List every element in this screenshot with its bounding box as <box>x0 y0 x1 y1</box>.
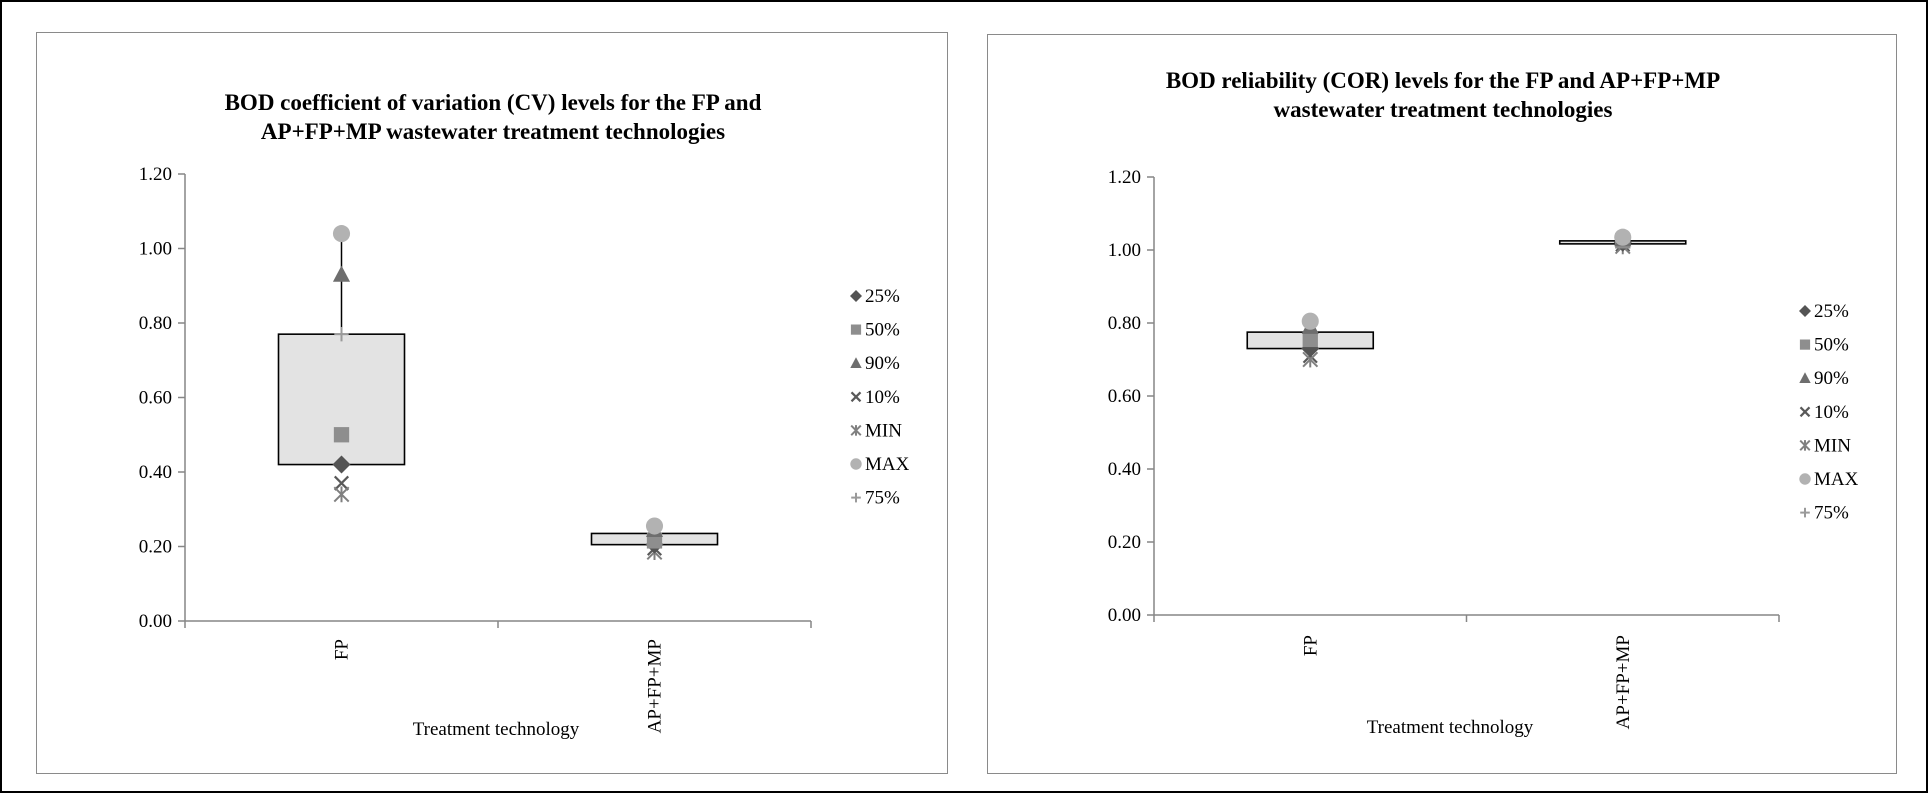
y-tick-label: 1.00 <box>139 239 172 260</box>
legend-marker <box>1799 372 1811 383</box>
chart-title-line-1: BOD reliability (COR) levels for the FP … <box>1166 68 1720 93</box>
legend-label: 75% <box>1814 503 1849 524</box>
marker-90pct <box>332 265 351 282</box>
x-axis-title: Treatment technology <box>1367 717 1534 738</box>
category-label: AP+FP+MP <box>1613 635 1634 729</box>
legend-marker <box>850 357 862 368</box>
legend-item: 10% <box>850 387 900 408</box>
legend-marker <box>1800 507 1810 518</box>
legend-marker <box>1799 439 1811 451</box>
legend-item: MIN <box>850 420 902 441</box>
legend-label: 50% <box>865 320 900 341</box>
category-label: AP+FP+MP <box>645 639 666 733</box>
legend-marker <box>850 458 862 470</box>
marker-50pct <box>1302 331 1318 348</box>
marker-50pct <box>333 427 350 443</box>
category-label: FP <box>332 639 353 660</box>
legend-label: MIN <box>865 420 902 441</box>
y-tick-label: 0.60 <box>1108 386 1141 407</box>
legend-marker <box>850 424 862 436</box>
cv-chart-panel: BOD coefficient of variation (CV) levels… <box>36 32 948 774</box>
legend-label: 90% <box>1814 368 1849 389</box>
legend-marker <box>850 391 862 403</box>
legend-item: 50% <box>1799 335 1849 356</box>
legend: 25% 50% 90% 10% MIN MAX 75% <box>1799 301 1859 524</box>
box <box>277 333 406 466</box>
y-tick-label: 0.00 <box>1108 605 1141 626</box>
y-tick-label: 1.00 <box>1108 240 1141 261</box>
legend-item: 75% <box>851 488 900 509</box>
y-tick-label: 0.20 <box>1108 532 1141 553</box>
y-tick-label: 0.00 <box>139 611 172 632</box>
marker-max <box>645 517 664 535</box>
legend-marker <box>1799 406 1811 418</box>
legend-item: 90% <box>1799 368 1849 389</box>
legend-label: 25% <box>1814 301 1849 322</box>
plot-area: 0.00 0.20 0.40 0.60 0.80 1.00 1.20 FP AP+FP+MP <box>1108 167 1780 729</box>
marker-max <box>1614 228 1632 246</box>
y-tick-label: 1.20 <box>1108 167 1141 188</box>
y-tick-label: 0.20 <box>139 537 172 558</box>
y-tick-label: 0.40 <box>1108 459 1141 480</box>
y-tick-label: 0.80 <box>1108 313 1141 334</box>
y-tick-label: 1.20 <box>139 164 172 185</box>
legend-label: 10% <box>1814 402 1849 423</box>
marker-10pct <box>333 475 350 491</box>
legend-item: MAX <box>850 454 910 475</box>
marker-min <box>333 486 350 503</box>
x-axis-title: Treatment technology <box>413 719 580 740</box>
category-label: FP <box>1300 635 1321 656</box>
legend-item: MAX <box>1799 469 1859 490</box>
chart-title-line-2: AP+FP+MP wastewater treatment technologi… <box>261 119 725 144</box>
plot-area: 0.00 0.20 0.40 0.60 0.80 1.00 1.20 FP AP+FP+MP <box>139 164 812 733</box>
legend-item: 25% <box>1799 301 1849 322</box>
cor-chart: BOD reliability (COR) levels for the FP … <box>1108 68 1859 738</box>
legend: 25% 50% 90% 10% MIN MAX 75% <box>850 286 910 509</box>
legend-label: 25% <box>865 286 900 307</box>
legend-label: MAX <box>865 454 910 475</box>
legend-label: 50% <box>1814 335 1849 356</box>
marker-25pct <box>332 455 351 474</box>
legend-marker <box>851 492 861 503</box>
legend-marker <box>850 290 862 302</box>
legend-label: 10% <box>865 387 900 408</box>
legend-item: 90% <box>850 353 900 374</box>
marker-max <box>332 225 351 243</box>
marker-max <box>1301 312 1319 330</box>
legend-marker <box>1799 473 1811 485</box>
legend-label: MIN <box>1814 435 1851 456</box>
legend-item: 10% <box>1799 402 1849 423</box>
y-tick-label: 0.40 <box>139 462 172 483</box>
legend-marker <box>1799 305 1811 317</box>
cor-chart-panel: BOD reliability (COR) levels for the FP … <box>987 34 1897 774</box>
legend-item: 25% <box>850 286 900 307</box>
y-tick-label: 0.80 <box>139 313 172 334</box>
legend-item: 75% <box>1800 503 1849 524</box>
legend-item: MIN <box>1799 435 1851 456</box>
legend-marker <box>850 324 862 335</box>
legend-label: MAX <box>1814 469 1859 490</box>
chart-title-line-1: BOD coefficient of variation (CV) levels… <box>225 90 762 115</box>
legend-item: 50% <box>850 320 900 341</box>
marker-75pct <box>334 326 349 342</box>
legend-marker <box>1799 339 1811 350</box>
marker-50pct <box>646 533 663 549</box>
cv-chart: BOD coefficient of variation (CV) levels… <box>139 90 910 740</box>
legend-label: 75% <box>865 488 900 509</box>
y-tick-label: 0.60 <box>139 388 172 409</box>
chart-title-line-2: wastewater treatment technologies <box>1274 97 1613 122</box>
legend-label: 90% <box>865 353 900 374</box>
